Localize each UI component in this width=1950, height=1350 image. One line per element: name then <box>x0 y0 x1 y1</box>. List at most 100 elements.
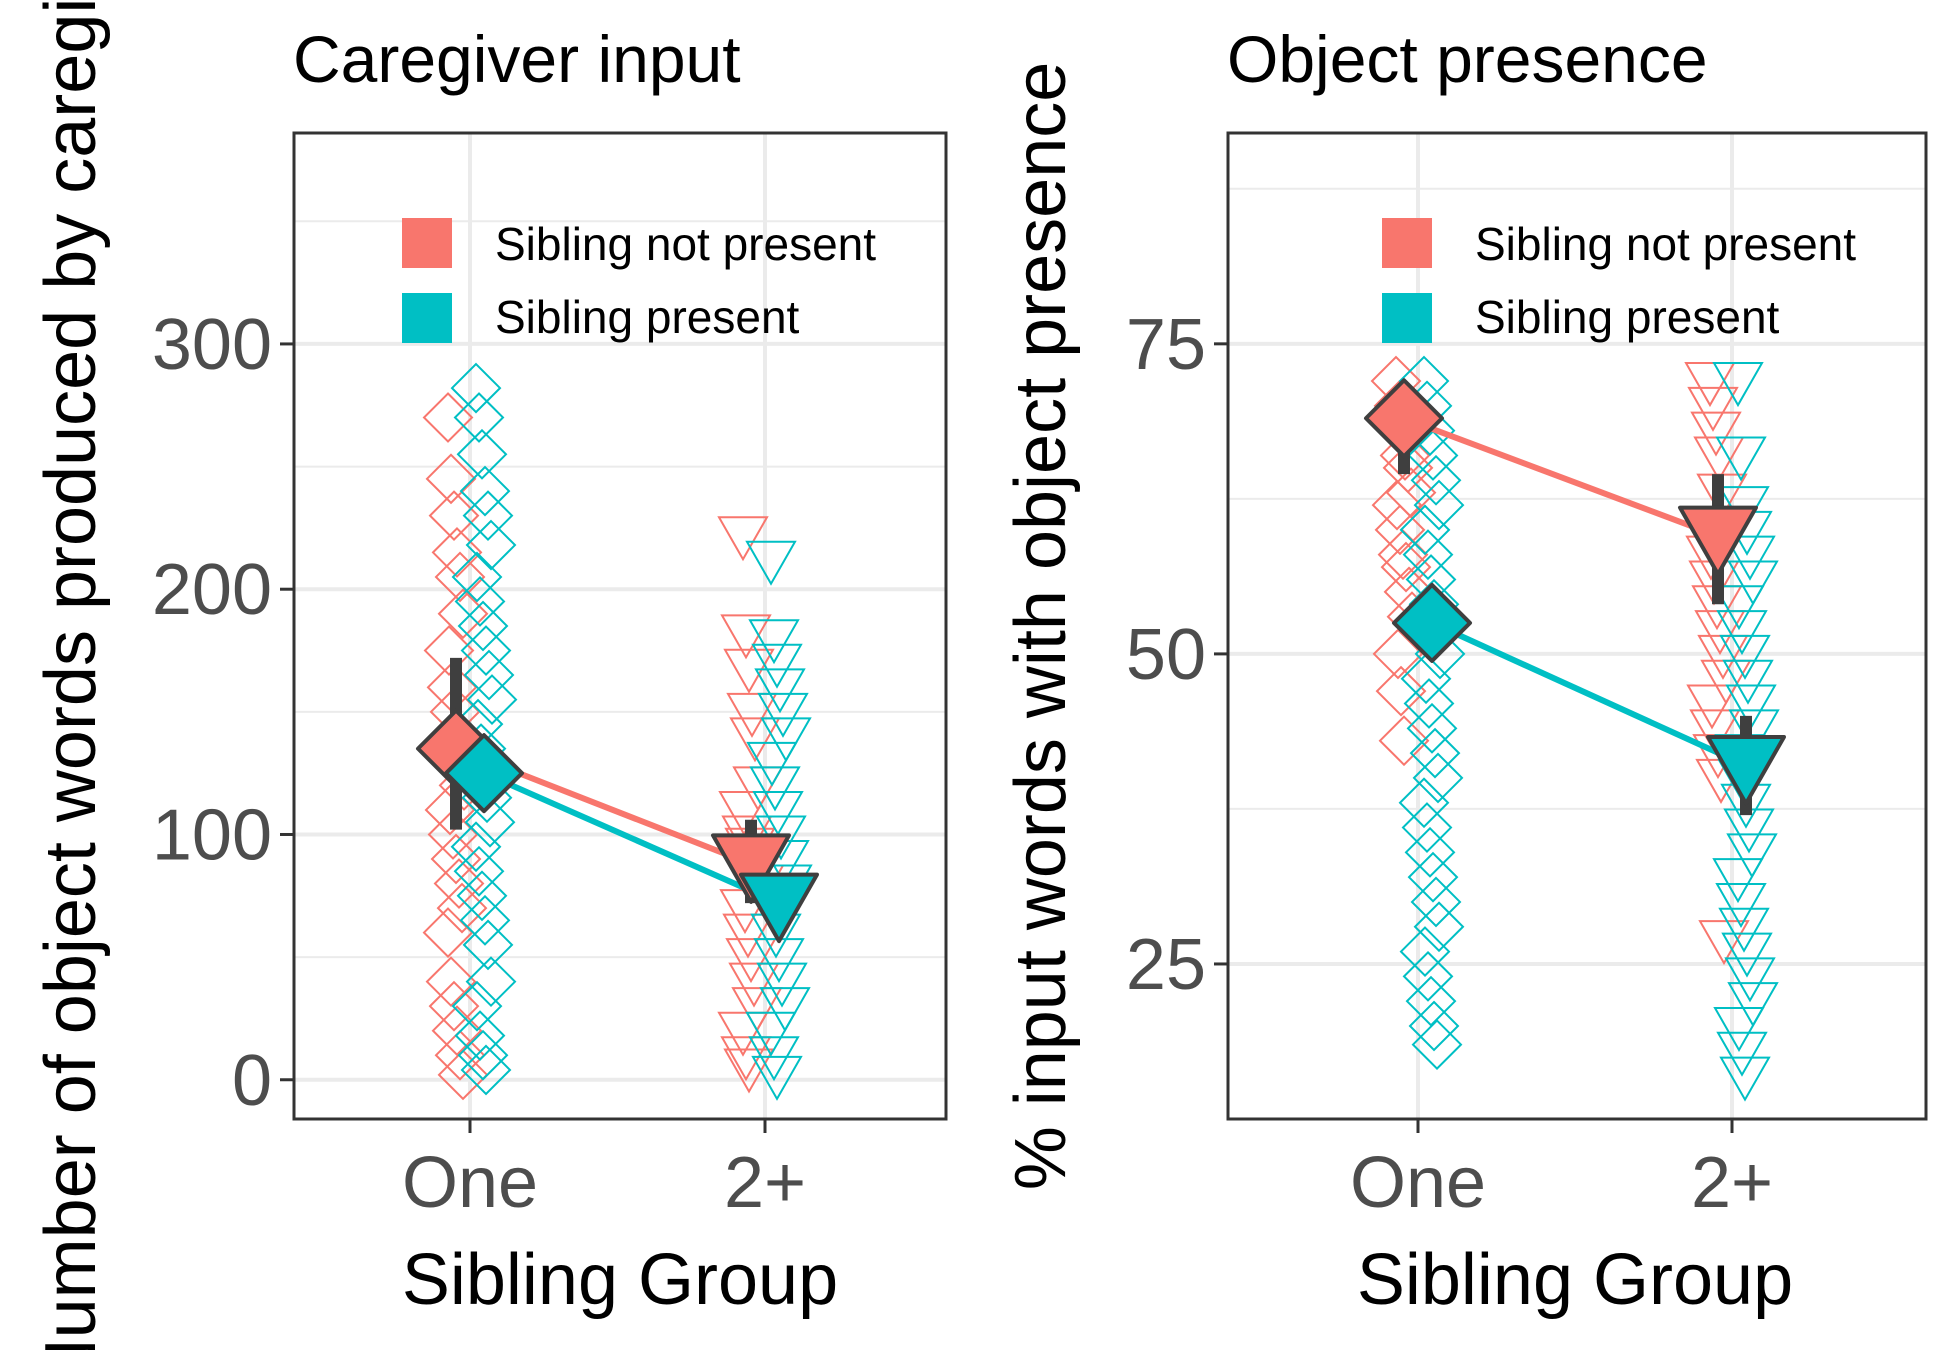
mean-marker <box>1706 735 1786 806</box>
data-point <box>720 614 772 660</box>
mean-marker <box>444 733 524 814</box>
mean-markers <box>1364 378 1786 816</box>
data-point <box>450 362 502 414</box>
data-point <box>1407 851 1459 903</box>
data-point <box>466 674 518 725</box>
data-point <box>463 649 515 701</box>
legend: Sibling not present Sibling present <box>1382 218 1856 343</box>
data-point <box>746 741 798 787</box>
data-point <box>1404 826 1456 878</box>
y-tick-label: 0 <box>232 1041 272 1121</box>
y-tick-label: 200 <box>152 550 272 630</box>
data-point <box>717 516 769 562</box>
x-axis-ticks: One 2+ <box>1350 1119 1773 1223</box>
data-point <box>1715 436 1767 482</box>
x-axis-label: Sibling Group <box>1357 1240 1793 1320</box>
data-point <box>759 987 811 1033</box>
data-point <box>1713 1006 1765 1052</box>
data-point <box>450 821 502 873</box>
data-point <box>1713 585 1765 631</box>
mean-marker <box>1392 582 1472 663</box>
data-point <box>751 1055 803 1101</box>
data-point <box>462 919 514 971</box>
data-point <box>459 465 511 517</box>
data-point <box>1410 454 1462 506</box>
data-point <box>1684 362 1736 408</box>
panel-object-presence: Object presence 25 50 75 One 2+ Sibling Gro… <box>1001 22 1928 1320</box>
data-point <box>1402 529 1454 581</box>
data-point <box>1412 752 1464 804</box>
data-point <box>729 717 781 763</box>
data-point <box>437 1049 489 1101</box>
legend-key-not-present <box>402 218 452 268</box>
data-point <box>436 882 488 934</box>
y-tick-label: 100 <box>152 795 272 875</box>
data-point <box>453 845 505 897</box>
data-point <box>1712 362 1764 408</box>
data-point <box>425 956 477 1008</box>
y-axis-ticks: 0 100 200 300 <box>152 305 294 1121</box>
legend-label-not-present: Sibling not present <box>495 218 876 270</box>
y-axis-label: Number of object words produced by careg… <box>31 0 111 1350</box>
data-point <box>725 938 777 984</box>
data-point <box>1400 653 1452 705</box>
mean-marker <box>711 833 791 904</box>
data-point <box>431 527 483 578</box>
data-point <box>1409 727 1461 779</box>
data-point <box>1727 982 1779 1028</box>
mean-connector-line <box>1430 620 1748 769</box>
data-point <box>1375 665 1427 717</box>
data-point <box>1718 907 1770 953</box>
data-point <box>754 668 806 714</box>
mean-connector-line <box>1402 415 1720 539</box>
data-point <box>760 717 812 763</box>
data-point <box>1403 678 1455 729</box>
data-point <box>1406 702 1458 754</box>
data-point <box>456 428 508 480</box>
data-point <box>1399 926 1451 977</box>
mean-marker <box>739 872 819 944</box>
data-point <box>428 490 480 542</box>
x-tick-label: One <box>402 1143 538 1223</box>
data-point <box>723 648 775 694</box>
data-point <box>454 576 506 627</box>
y-tick-label: 75 <box>1126 305 1206 385</box>
data-point <box>457 600 509 652</box>
mean-marker <box>1678 505 1758 577</box>
data-point <box>1686 684 1738 730</box>
legend-key-present <box>1382 293 1432 343</box>
legend-key-not-present <box>1382 218 1432 268</box>
data-point <box>1398 777 1450 829</box>
data-point <box>745 540 797 586</box>
data-point <box>1725 684 1777 730</box>
data-point <box>1687 386 1739 432</box>
x-tick-label: One <box>1350 1143 1486 1223</box>
data-point <box>718 790 770 836</box>
data-point <box>459 894 511 946</box>
data-point <box>1712 858 1764 904</box>
data-point <box>1372 628 1424 680</box>
data-point <box>1690 411 1742 457</box>
data-point <box>1413 479 1465 531</box>
data-point <box>1380 541 1432 593</box>
data-point <box>1399 504 1451 556</box>
y-tick-label: 50 <box>1126 615 1206 695</box>
data-point <box>1721 932 1773 978</box>
panel-border <box>292 131 948 1121</box>
data-point <box>1407 430 1459 481</box>
data-point <box>451 980 503 1032</box>
legend-key-present <box>402 293 452 343</box>
panel-border <box>1226 131 1928 1121</box>
y-axis-ticks: 25 50 75 <box>1126 305 1228 1005</box>
data-point <box>1413 901 1465 953</box>
data-point <box>717 1011 769 1057</box>
data-point <box>1410 876 1462 928</box>
data-point <box>1724 957 1776 1003</box>
legend-label-present: Sibling present <box>495 291 800 343</box>
data-point <box>1374 504 1426 556</box>
mean-markers <box>416 657 819 944</box>
x-tick-label: 2+ <box>724 1143 806 1223</box>
data-point <box>460 625 512 676</box>
data-point <box>451 551 503 603</box>
data-point <box>1719 634 1771 680</box>
